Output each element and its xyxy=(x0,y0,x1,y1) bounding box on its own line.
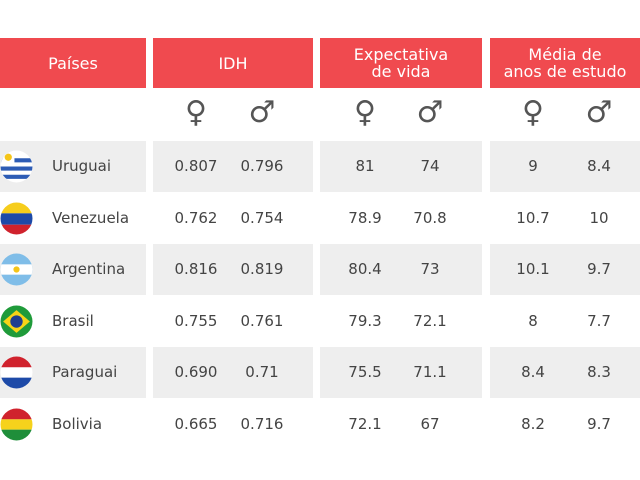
value-cell: 8.4 xyxy=(521,363,545,381)
gender-symbol: ♂ xyxy=(416,95,444,130)
value-cell: 0.754 xyxy=(240,208,284,227)
value-cell: 80.4 xyxy=(348,260,382,278)
row-band xyxy=(490,347,640,398)
header-text: Expectativa xyxy=(353,45,449,64)
value-cell: 0.716 xyxy=(240,414,284,433)
flag xyxy=(0,150,33,183)
header-cell: Média de anos de estudo xyxy=(490,38,640,88)
value-cell: 9.7 xyxy=(587,260,611,278)
value-cell: 10.7 xyxy=(516,208,550,227)
header-text: IDH xyxy=(218,53,248,73)
country-name: Uruguai xyxy=(52,157,112,175)
value-cell: 0.690 xyxy=(174,363,218,381)
flag xyxy=(0,356,33,389)
value-cell: 8.3 xyxy=(587,363,611,381)
country-name: Paraguai xyxy=(52,363,118,381)
header-cell: Expectativa de vida xyxy=(320,38,482,88)
country-name: Venezuela xyxy=(52,208,130,227)
value-cell: 0.755 xyxy=(174,311,218,330)
gender-symbol: ♂ xyxy=(248,95,276,130)
value-cell: 7.7 xyxy=(587,311,611,330)
country-name: Brasil xyxy=(52,311,94,330)
header-cell: IDH xyxy=(153,38,313,88)
value-cell: 67 xyxy=(420,414,440,433)
value-cell: 78.9 xyxy=(348,208,382,227)
value-cell: 0.665 xyxy=(174,414,218,433)
value-cell: 9 xyxy=(528,157,538,175)
value-cell: 72.1 xyxy=(348,414,382,433)
value-cell: 0.819 xyxy=(240,260,284,278)
flag-icon xyxy=(0,150,33,183)
value-cell: 0.816 xyxy=(174,260,218,278)
flag-icon xyxy=(0,356,33,389)
value-cell: 0.71 xyxy=(245,363,279,381)
value-cell: 74 xyxy=(420,157,440,175)
flag xyxy=(0,202,33,234)
country-name: Bolivia xyxy=(52,414,103,433)
gender-symbol: ♀ xyxy=(185,95,207,130)
flag-icon xyxy=(0,202,33,235)
row-band xyxy=(320,141,482,192)
row-band xyxy=(320,347,482,398)
value-cell: 9.7 xyxy=(587,414,611,433)
value-cell: 70.8 xyxy=(413,208,447,227)
value-cell: 73 xyxy=(420,260,440,278)
value-cell: 71.1 xyxy=(413,363,447,381)
value-cell: 79.3 xyxy=(348,311,382,330)
row-band xyxy=(153,141,313,192)
value-cell: 10.1 xyxy=(516,260,550,278)
value-cell: 75.5 xyxy=(348,363,382,381)
value-cell: 81 xyxy=(355,157,375,175)
header-cell: Países xyxy=(0,38,146,88)
value-cell: 10 xyxy=(589,208,609,227)
value-cell: 8.4 xyxy=(587,157,611,175)
flag xyxy=(0,253,33,286)
value-cell: 0.807 xyxy=(174,157,218,175)
flag-icon xyxy=(0,253,33,286)
header-text: Países xyxy=(48,53,98,73)
row-band xyxy=(153,244,313,295)
gender-symbol: ♀ xyxy=(522,95,544,130)
value-cell: 8.2 xyxy=(521,414,545,433)
row-band xyxy=(490,141,640,192)
country-name: Argentina xyxy=(52,260,126,278)
value-cell: 0.796 xyxy=(240,157,284,175)
gender-symbol: ♀ xyxy=(354,95,376,130)
header-text: anos de estudo xyxy=(503,62,627,81)
gender-symbol: ♂ xyxy=(585,95,613,130)
value-cell: 8 xyxy=(528,311,538,330)
flag-icon xyxy=(0,305,33,338)
flag xyxy=(0,408,33,440)
row-band xyxy=(320,244,482,295)
value-cell: 0.762 xyxy=(174,208,218,227)
value-cell: 0.761 xyxy=(240,311,284,330)
header-text: de vida xyxy=(371,62,431,81)
row-band xyxy=(153,347,313,398)
row-band xyxy=(490,244,640,295)
flag xyxy=(0,305,33,337)
header-text: Média de xyxy=(528,45,602,64)
value-cell: 72.1 xyxy=(413,311,447,330)
flag-icon xyxy=(0,408,33,441)
